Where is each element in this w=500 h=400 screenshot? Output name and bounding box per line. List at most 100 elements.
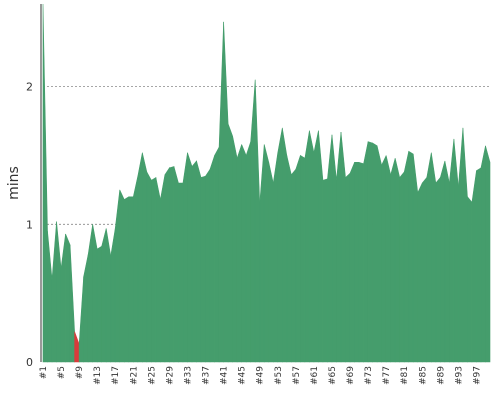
x-tick-label: #29 bbox=[165, 366, 175, 385]
area-segment bbox=[110, 228, 116, 363]
area-segment bbox=[444, 160, 450, 363]
x-tick-label: #81 bbox=[400, 366, 410, 385]
area-segment bbox=[336, 132, 342, 363]
area-segment bbox=[200, 175, 206, 363]
area-segment bbox=[42, 3, 48, 363]
x-tick-label: #9 bbox=[75, 366, 85, 380]
area-segment bbox=[286, 155, 292, 363]
area-segment bbox=[453, 138, 459, 363]
x-tick-label: #61 bbox=[310, 366, 320, 385]
area-segment bbox=[65, 233, 71, 363]
area-segment bbox=[245, 141, 251, 363]
y-axis-label: mins bbox=[6, 166, 22, 200]
area-segment bbox=[417, 182, 423, 363]
area-segment bbox=[390, 158, 396, 363]
y-tick-labels: 0 1 2 bbox=[26, 81, 33, 369]
area-segment bbox=[151, 176, 157, 363]
area-segment bbox=[69, 244, 75, 363]
area-segment bbox=[236, 144, 242, 363]
area-segment bbox=[83, 254, 89, 363]
area-segment bbox=[227, 123, 233, 363]
area-segment bbox=[381, 155, 387, 363]
area-segment bbox=[363, 141, 369, 363]
area-segment bbox=[462, 127, 468, 363]
area-segment bbox=[92, 224, 98, 363]
area-segment bbox=[114, 189, 121, 363]
area-segment bbox=[142, 152, 148, 363]
area-segment bbox=[403, 151, 410, 363]
area-segment bbox=[119, 189, 125, 363]
x-tick-label: #45 bbox=[238, 366, 248, 385]
area-segment bbox=[105, 228, 112, 363]
area-segment bbox=[331, 134, 337, 363]
x-tick-label: #1 bbox=[39, 366, 49, 379]
area-segment bbox=[128, 196, 134, 363]
area-segment bbox=[467, 195, 473, 363]
x-tick-label: #73 bbox=[364, 366, 374, 385]
x-tick-label: #57 bbox=[292, 366, 302, 385]
area-segment bbox=[435, 176, 441, 363]
area-segment bbox=[214, 147, 220, 363]
area-segment bbox=[340, 132, 346, 363]
area-segment bbox=[178, 182, 184, 363]
x-tick-label: #25 bbox=[147, 366, 157, 385]
area-segment bbox=[101, 228, 107, 363]
x-tick-label: #13 bbox=[93, 366, 103, 385]
y-tick-label: 2 bbox=[26, 81, 33, 94]
area-segment bbox=[367, 141, 373, 363]
area-segment bbox=[223, 21, 229, 363]
area-segment bbox=[358, 161, 364, 363]
area-segment bbox=[78, 276, 84, 363]
x-tick-labels: #1 #5 #9 #13 #17 #21 #25 #29 #33 #37 #41 #45 #49 #53 #… bbox=[39, 366, 482, 385]
area-segment bbox=[354, 162, 360, 363]
area-segment bbox=[304, 130, 310, 363]
area-segment bbox=[209, 155, 215, 363]
x-tick-label: #53 bbox=[274, 366, 284, 385]
x-tick-label: #37 bbox=[202, 366, 212, 385]
area-segment bbox=[399, 171, 405, 363]
x-tick-label: #85 bbox=[418, 366, 428, 385]
area-segment bbox=[458, 127, 464, 363]
area-segment bbox=[254, 79, 261, 363]
area-segment bbox=[155, 177, 161, 363]
area-segment bbox=[277, 127, 283, 363]
area-segment bbox=[480, 145, 486, 363]
area-segment bbox=[173, 166, 179, 363]
y-tick-label: 1 bbox=[26, 218, 33, 231]
area-segment bbox=[87, 224, 93, 363]
area-segment bbox=[408, 150, 414, 363]
area-segment bbox=[268, 162, 274, 363]
area-segment bbox=[250, 79, 256, 363]
area-segment bbox=[146, 171, 152, 363]
area-segment bbox=[300, 154, 306, 363]
area-segment bbox=[426, 152, 432, 363]
area-segment bbox=[282, 127, 288, 363]
area-segment bbox=[96, 245, 102, 363]
area-segment bbox=[123, 196, 130, 363]
area-segment bbox=[182, 152, 188, 363]
area-segment bbox=[47, 231, 53, 363]
area-segment bbox=[191, 160, 197, 363]
area-segment bbox=[169, 166, 175, 363]
area-segment bbox=[164, 166, 170, 363]
y-tick-label: 0 bbox=[26, 356, 33, 369]
area-segment bbox=[259, 144, 265, 363]
area-segment bbox=[376, 145, 382, 363]
area-segment bbox=[51, 221, 57, 363]
x-tick-label: #17 bbox=[111, 366, 121, 385]
area-segment bbox=[56, 221, 62, 363]
area-segment bbox=[394, 158, 400, 363]
area-segment bbox=[372, 142, 378, 363]
area-segment bbox=[327, 134, 333, 363]
area-segment-failure bbox=[74, 331, 80, 363]
area-segment bbox=[137, 152, 143, 363]
x-tick-label: #65 bbox=[328, 366, 338, 385]
area-segment bbox=[291, 168, 297, 363]
area-segment bbox=[485, 145, 491, 363]
x-tick-label: #89 bbox=[436, 366, 446, 385]
area-segment bbox=[349, 162, 355, 363]
area-segment bbox=[449, 138, 455, 363]
x-tick-label: #93 bbox=[454, 366, 464, 385]
area-segment bbox=[263, 144, 270, 363]
